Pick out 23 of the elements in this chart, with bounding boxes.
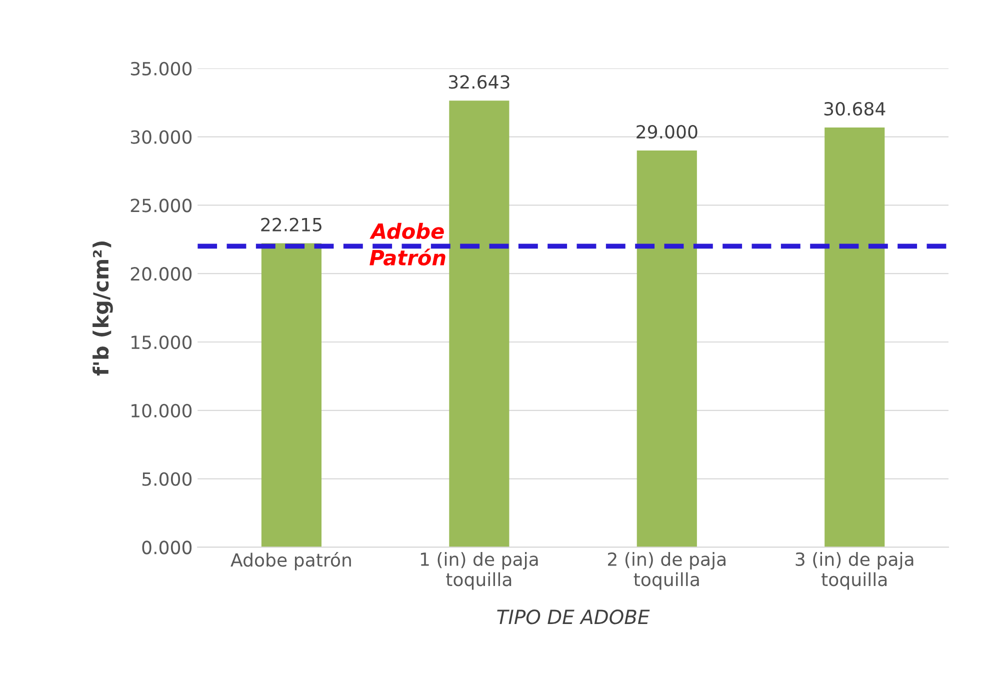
y-tick-label: 10.000 — [132, 404, 192, 418]
y-tick-label: 35.000 — [130, 62, 192, 76]
bar — [449, 100, 510, 548]
data-label: 30.684 — [824, 102, 886, 116]
data-label: 29.000 — [636, 124, 698, 139]
x-tick-label: 3 (in) de paja toquilla — [796, 552, 914, 590]
y-tick-label: 15.000 — [132, 335, 192, 350]
data-label: 32.643 — [448, 75, 510, 89]
x-tick-label: Adobe patrón — [230, 552, 351, 570]
y-tick-label: 25.000 — [130, 198, 192, 212]
data-label: 22.215 — [261, 218, 322, 232]
x-tick-label: 2 (in) de paja toquilla — [608, 552, 726, 590]
y-tick-label: 5.000 — [142, 472, 192, 486]
y-tick-label: 0.000 — [142, 540, 192, 554]
x-tick-label: 1 (in) de paja toquilla — [420, 552, 538, 590]
bar — [636, 150, 697, 548]
x-axis-title: TIPO DE ADOBE — [497, 610, 650, 624]
y-tick-label: 30.000 — [130, 130, 192, 144]
y-tick-label: 20.000 — [130, 267, 192, 281]
bar — [261, 243, 322, 548]
ref-line-label: Adobe Patrón — [370, 222, 446, 266]
bar — [824, 127, 885, 548]
y-axis-title: f'b (kg/cm²) — [92, 241, 113, 376]
